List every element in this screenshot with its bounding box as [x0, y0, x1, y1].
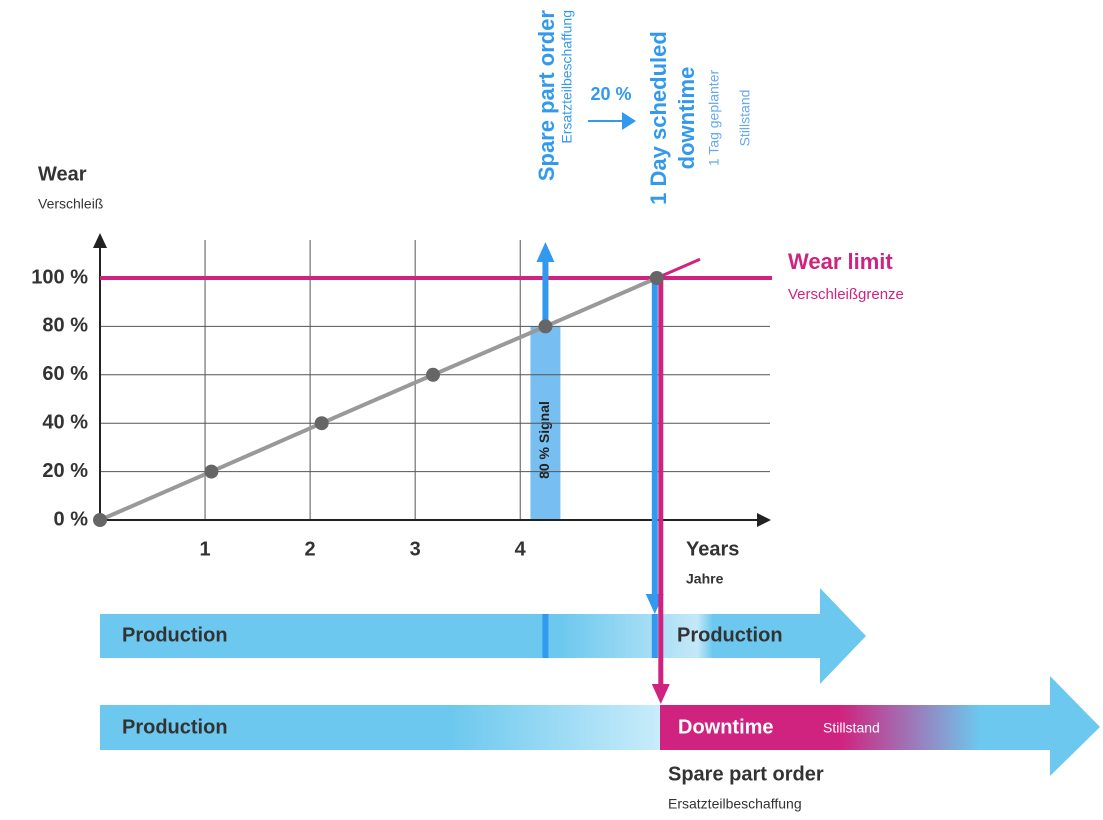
timeline-bar	[100, 676, 1100, 776]
data-point	[204, 464, 219, 479]
annotation-title: 1 Day scheduled	[646, 31, 671, 205]
lead-arrow	[588, 112, 636, 130]
y-axis-arrow	[93, 233, 107, 248]
data-point	[426, 367, 441, 382]
line-extension	[656, 257, 701, 280]
annotation-title: Spare part order	[534, 10, 559, 182]
order-label: Spare part order	[668, 763, 824, 785]
y-tick-label: 60 %	[42, 363, 88, 385]
x-tick-label: 2	[305, 538, 316, 560]
timeline-label: Production	[122, 716, 228, 738]
y-axis-subtitle: Verschleiß	[38, 196, 103, 212]
y-tick-label: 80 %	[42, 315, 88, 337]
y-axis-title: Wear	[38, 163, 87, 185]
timelines: Production Production Production Downtim…	[100, 588, 1100, 812]
annotation-title: downtime	[674, 67, 699, 170]
annotation-subtitle: Stillstand	[737, 90, 753, 147]
lead-label: 20 %	[590, 84, 631, 104]
x-axis-arrow	[757, 513, 771, 527]
data-point	[93, 513, 107, 527]
wear-limit-label: Wear limit	[788, 249, 893, 274]
data-point	[314, 416, 329, 431]
timeline-bar	[100, 588, 866, 684]
timeline-label: Production	[677, 624, 783, 646]
timeline-label: Production	[122, 624, 228, 646]
limit-arrow-head	[651, 684, 670, 704]
annotation-subtitle: 1 Tag geplanter	[706, 70, 722, 167]
y-tick-label: 20 %	[42, 460, 88, 482]
downtime-sublabel: Stillstand	[823, 720, 880, 736]
y-tick-label: 100 %	[31, 266, 88, 288]
x-axis-title: Years	[686, 538, 739, 560]
wear-limit-sublabel: Verschleißgrenze	[788, 286, 904, 303]
data-point	[649, 271, 664, 285]
annotation-subtitle: Ersatzteilbeschaffung	[559, 10, 575, 144]
downtime-label: Downtime	[678, 716, 774, 738]
y-tick-label: 0 %	[54, 508, 89, 530]
signal-label: 80 % Signal	[536, 401, 552, 479]
y-tick-label: 40 %	[42, 411, 88, 433]
order-arrow-head	[536, 242, 555, 262]
order-sublabel: Ersatzteilbeschaffung	[668, 796, 802, 812]
x-tick-label: 3	[410, 538, 421, 560]
x-tick-label: 4	[515, 538, 527, 560]
x-axis-subtitle: Jahre	[686, 571, 724, 587]
series-line	[99, 276, 658, 522]
x-tick-label: 1	[199, 538, 210, 560]
data-point	[538, 319, 553, 334]
